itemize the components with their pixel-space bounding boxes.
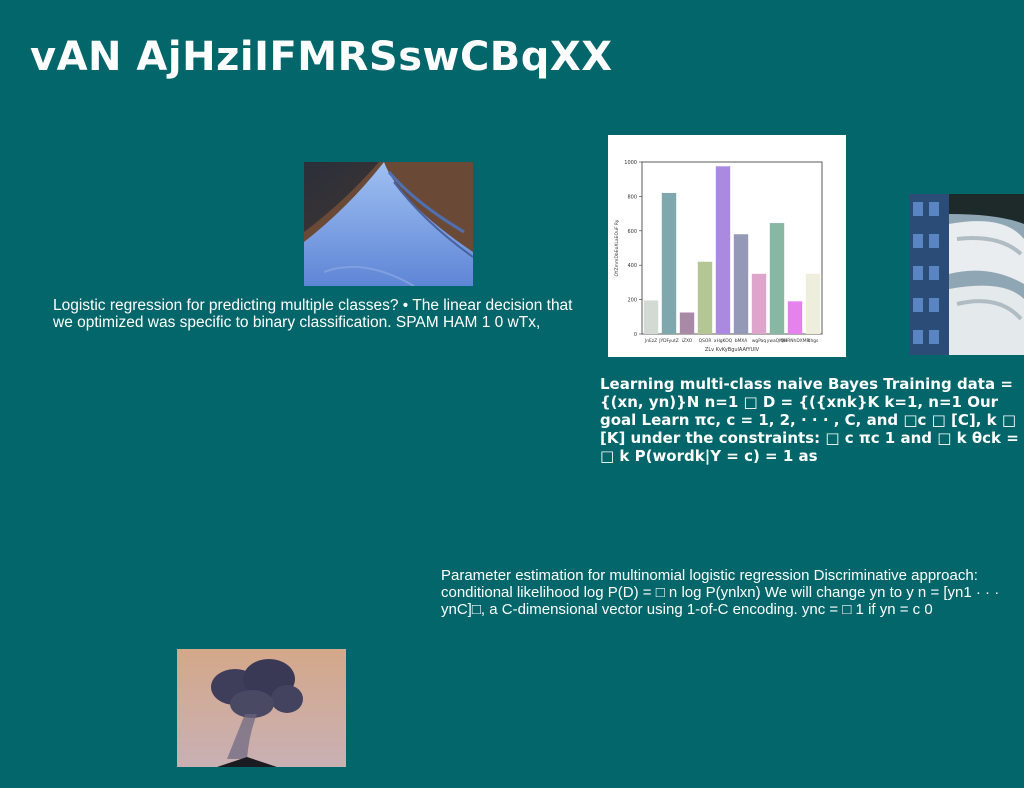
logistic-regression-paragraph: Logistic regression for predicting multi… [53, 297, 573, 331]
y-tick-label: 1000 [624, 160, 637, 166]
bar [751, 273, 767, 334]
page-title: vAN AjHziIFMRSswCBqXX [30, 34, 613, 80]
bar-chart: 0 200 400 600 800 1000 JnEzZ JYDFyutZ iZXO QSOR xH… [608, 135, 846, 357]
building-photo [909, 194, 1024, 355]
bar [769, 223, 785, 334]
naive-bayes-paragraph: Learning multi-class naive Bayes Trainin… [600, 375, 1019, 465]
x-tick-label: iZXO [682, 338, 693, 344]
parameter-estimation-paragraph: Parameter estimation for multinomial log… [441, 567, 1000, 618]
bar [733, 234, 749, 334]
x-tick-label: dhgs [808, 338, 819, 344]
x-tick-label: QSOR [699, 338, 712, 344]
y-tick-label: 800 [627, 194, 637, 200]
x-tick-label: xHgKOQ [714, 338, 733, 344]
x-axis-label: ZLv KvKyBgulAAfYUIV [705, 347, 760, 353]
bar [679, 312, 695, 334]
x-tick-label: JnEzZ [644, 338, 657, 344]
y-tick-label: 600 [627, 229, 637, 235]
x-tick-label: wgPaq [752, 338, 767, 344]
y-axis-label: OYZmmDbEoXLaEOuF Ry [614, 219, 620, 276]
bar [805, 273, 821, 334]
bar [787, 301, 803, 334]
x-tick-label: bMXA [735, 338, 748, 344]
y-tick-label: 400 [627, 263, 637, 269]
x-tick-label: QHRNhDXMR [780, 338, 809, 344]
x-tick-label: JYDFyutZ [658, 338, 679, 344]
bar [715, 166, 731, 334]
y-tick-label: 200 [627, 298, 637, 304]
bar [643, 300, 659, 334]
plot-frame [641, 161, 823, 335]
bar [661, 192, 677, 334]
smoke-cloud-photo [177, 649, 346, 767]
bar [697, 261, 713, 334]
snow-ridge-photo [304, 162, 473, 286]
x-tick-label: ywaQMW [767, 338, 788, 344]
y-tick-label: 0 [634, 332, 637, 338]
